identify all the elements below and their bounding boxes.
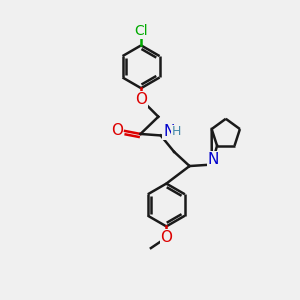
Text: N: N: [208, 152, 219, 167]
Text: O: O: [111, 124, 123, 139]
Text: N: N: [163, 124, 175, 140]
Text: O: O: [160, 230, 172, 245]
Text: O: O: [135, 92, 147, 107]
Text: H: H: [172, 125, 182, 138]
Text: Cl: Cl: [134, 24, 148, 38]
